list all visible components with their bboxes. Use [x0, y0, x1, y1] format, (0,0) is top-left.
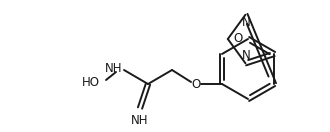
Text: N: N: [242, 16, 251, 29]
Text: N: N: [242, 49, 251, 62]
Text: O: O: [234, 32, 243, 46]
Text: NH: NH: [105, 62, 122, 76]
Text: NH: NH: [131, 114, 149, 127]
Text: HO: HO: [82, 76, 100, 88]
Text: O: O: [191, 77, 201, 91]
